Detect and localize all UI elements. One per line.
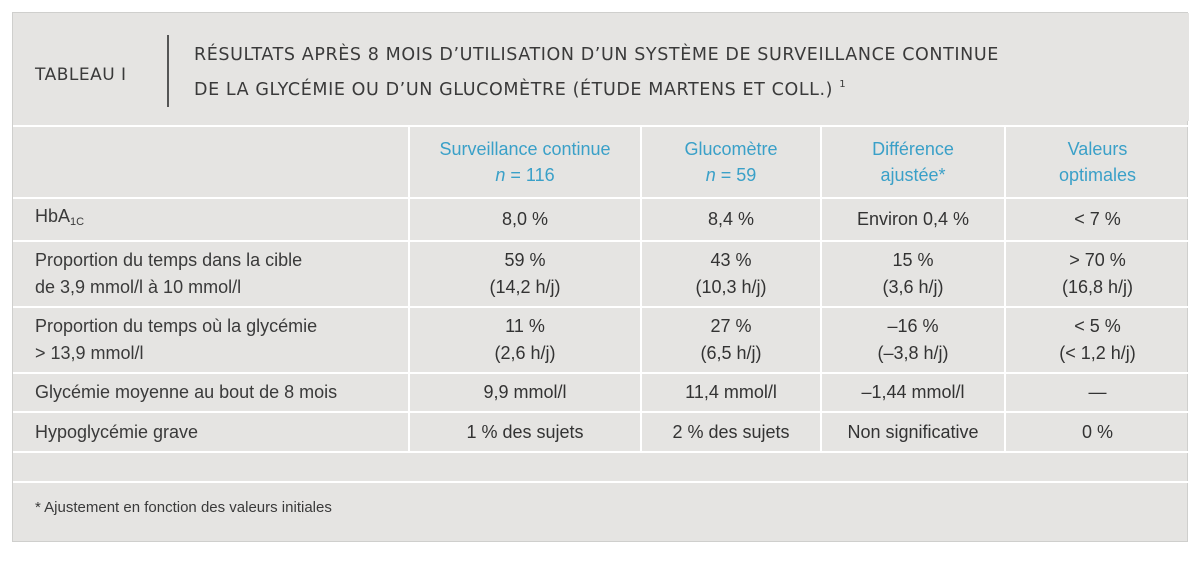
col-header-glucometer: Glucomètre n = 59: [641, 127, 822, 199]
table-cell: 0 %: [1005, 412, 1189, 453]
table-cell: —: [1005, 373, 1189, 413]
title-reference: 1: [839, 79, 846, 90]
table-title-line2: DE LA GLYCÉMIE OU D’UN GLUCOMÈTRE (ÉTUDE…: [194, 79, 846, 100]
table-cell: 8,0 %: [409, 198, 642, 242]
table-cell: 27 % (6,5 h/j): [641, 307, 822, 374]
table-number: TABLEAU I: [35, 65, 127, 85]
table-row: Proportion du temps dans la cible de 3,9…: [13, 241, 1189, 308]
table-cell: 1 % des sujets: [409, 412, 642, 453]
table-cell: 11 % (2,6 h/j): [409, 307, 642, 374]
table-row: HbA1C 8,0 % 8,4 % Environ 0,4 % < 7 %: [13, 198, 1189, 242]
table-cell: 15 % (3,6 h/j): [821, 241, 1006, 308]
table-cell: 59 % (14,2 h/j): [409, 241, 642, 308]
table-cell: 8,4 %: [641, 198, 822, 242]
table-cell: Environ 0,4 %: [821, 198, 1006, 242]
footnote: * Ajustement en fonction des valeurs ini…: [35, 499, 332, 516]
table-cell: 9,9 mmol/l: [409, 373, 642, 413]
table-row: Proportion du temps où la glycémie > 13,…: [13, 307, 1189, 374]
table-row: Glycémie moyenne au bout de 8 mois 9,9 m…: [13, 373, 1189, 413]
table-panel: TABLEAU I RÉSULTATS APRÈS 8 MOIS D’UTILI…: [12, 12, 1189, 542]
col-header-optimal: Valeurs optimales: [1005, 127, 1189, 199]
header-separator: [167, 35, 169, 107]
table-cell: < 5 % (< 1,2 h/j): [1005, 307, 1189, 374]
header-divider: [13, 125, 1189, 127]
table-cell: Non significative: [821, 412, 1006, 453]
table-cell: 11,4 mmol/l: [641, 373, 822, 413]
col-header-continuous: Surveillance continue n = 116: [409, 127, 642, 199]
table-cell: > 70 % (16,8 h/j): [1005, 241, 1189, 308]
table-cell: –16 % (–3,8 h/j): [821, 307, 1006, 374]
row-label-hba1c: HbA1C: [13, 198, 410, 242]
row-label-time-above-range: Proportion du temps où la glycémie > 13,…: [13, 307, 410, 374]
table-row: Hypoglycémie grave 1 % des sujets 2 % de…: [13, 412, 1189, 453]
table-header: TABLEAU I RÉSULTATS APRÈS 8 MOIS D’UTILI…: [13, 13, 1189, 121]
row-label-severe-hypoglycemia: Hypoglycémie grave: [13, 412, 410, 453]
empty-corner-cell: [13, 127, 410, 199]
table-cell: 43 % (10,3 h/j): [641, 241, 822, 308]
footnote-divider: [13, 481, 1189, 483]
results-table: Surveillance continue n = 116 Glucomètre…: [13, 127, 1189, 453]
table-cell: 2 % des sujets: [641, 412, 822, 453]
row-label-mean-glycemia: Glycémie moyenne au bout de 8 mois: [13, 373, 410, 413]
table-title-line1: RÉSULTATS APRÈS 8 MOIS D’UTILISATION D’U…: [194, 45, 999, 65]
table-cell: –1,44 mmol/l: [821, 373, 1006, 413]
table-title: RÉSULTATS APRÈS 8 MOIS D’UTILISATION D’U…: [194, 41, 999, 105]
column-header-row: Surveillance continue n = 116 Glucomètre…: [13, 127, 1189, 199]
row-label-time-in-range: Proportion du temps dans la cible de 3,9…: [13, 241, 410, 308]
table-cell: < 7 %: [1005, 198, 1189, 242]
col-header-difference: Différence ajustée*: [821, 127, 1006, 199]
